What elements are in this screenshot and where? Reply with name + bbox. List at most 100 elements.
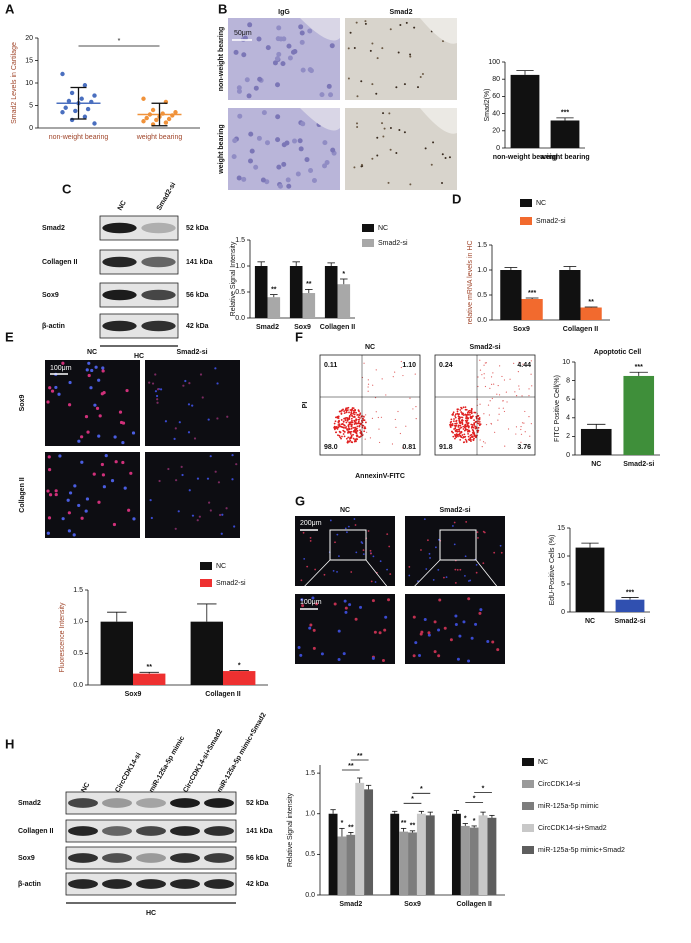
event bbox=[470, 408, 473, 411]
event bbox=[518, 385, 520, 387]
cell bbox=[246, 93, 252, 99]
cell bbox=[395, 86, 398, 89]
event bbox=[456, 412, 459, 415]
cell bbox=[181, 473, 184, 477]
event bbox=[488, 414, 490, 416]
event bbox=[521, 395, 523, 397]
cell bbox=[226, 415, 229, 418]
cell bbox=[491, 640, 495, 644]
band-name: Collagen II bbox=[42, 259, 77, 266]
data-point bbox=[66, 98, 72, 104]
cell bbox=[231, 154, 237, 160]
cell bbox=[295, 171, 301, 177]
event bbox=[392, 376, 394, 378]
cell bbox=[344, 606, 348, 610]
data-point bbox=[92, 121, 97, 126]
event bbox=[351, 415, 354, 417]
event bbox=[350, 441, 353, 443]
cell bbox=[371, 83, 374, 86]
cell bbox=[383, 628, 387, 632]
event bbox=[353, 416, 356, 419]
event bbox=[385, 394, 387, 396]
cell bbox=[474, 622, 478, 626]
event bbox=[347, 428, 350, 430]
cell bbox=[397, 51, 400, 54]
event bbox=[344, 417, 347, 420]
blot-band bbox=[68, 798, 98, 808]
cell bbox=[344, 610, 348, 614]
cell bbox=[188, 489, 191, 492]
cell bbox=[156, 388, 160, 391]
cell bbox=[395, 152, 398, 155]
event bbox=[470, 426, 473, 428]
event bbox=[456, 410, 459, 413]
cell bbox=[427, 633, 431, 637]
cell bbox=[61, 361, 65, 365]
cell bbox=[87, 361, 91, 365]
bar bbox=[615, 599, 645, 612]
y-tick-label: 1.0 bbox=[73, 619, 83, 626]
event bbox=[464, 406, 467, 409]
event bbox=[529, 435, 531, 437]
event bbox=[454, 426, 457, 428]
significance: ** bbox=[348, 824, 354, 831]
event bbox=[489, 400, 491, 402]
x-tick-label: Collagen II bbox=[205, 691, 240, 698]
event bbox=[479, 423, 482, 426]
cell bbox=[253, 85, 259, 91]
x-tick-label: NC bbox=[591, 461, 601, 468]
legend-swatch bbox=[520, 217, 532, 225]
cell bbox=[235, 463, 238, 466]
event bbox=[453, 418, 455, 420]
cell bbox=[286, 183, 292, 189]
event bbox=[484, 442, 486, 444]
y-tick-label: 5 bbox=[561, 581, 565, 588]
event bbox=[456, 433, 459, 436]
event bbox=[477, 426, 480, 429]
significance: ** bbox=[588, 299, 594, 306]
significance: * bbox=[238, 662, 241, 669]
event bbox=[459, 409, 462, 411]
event bbox=[348, 437, 351, 440]
cell bbox=[221, 513, 224, 516]
cell bbox=[236, 85, 242, 91]
cell bbox=[110, 478, 115, 483]
cell bbox=[419, 76, 422, 79]
event bbox=[377, 416, 379, 419]
event bbox=[455, 422, 458, 425]
event bbox=[459, 434, 462, 437]
band-size: 141 kDa bbox=[186, 259, 213, 266]
bar bbox=[425, 815, 435, 895]
event bbox=[492, 372, 494, 374]
event bbox=[339, 425, 342, 428]
bar bbox=[460, 825, 470, 895]
tissue-edge bbox=[300, 18, 340, 41]
cell bbox=[304, 157, 310, 163]
blot-strip bbox=[65, 846, 237, 870]
event bbox=[355, 427, 358, 430]
cell bbox=[90, 368, 94, 373]
blot-band bbox=[102, 320, 137, 332]
event bbox=[485, 362, 487, 364]
bar bbox=[580, 428, 612, 455]
data-point bbox=[69, 90, 75, 96]
event bbox=[335, 426, 338, 428]
plot-title: Smad2-si bbox=[469, 344, 500, 351]
row-label: non-weight bearing bbox=[218, 27, 225, 92]
panel-label: B bbox=[218, 1, 227, 16]
event bbox=[463, 433, 466, 436]
event bbox=[464, 435, 467, 438]
bar bbox=[500, 270, 522, 320]
event bbox=[462, 425, 465, 428]
y-tick-label: 0.5 bbox=[477, 292, 487, 299]
significance: ** bbox=[357, 753, 363, 760]
event bbox=[350, 436, 353, 439]
y-tick-label: 0.5 bbox=[305, 851, 315, 858]
cell bbox=[453, 543, 456, 546]
x-tick-label: Smad2 bbox=[339, 901, 362, 908]
cell bbox=[292, 49, 298, 55]
cell bbox=[362, 553, 365, 556]
cell bbox=[312, 646, 316, 650]
y-axis-label: Smad2 Levels in Cartilage bbox=[11, 42, 18, 124]
event bbox=[414, 373, 416, 375]
